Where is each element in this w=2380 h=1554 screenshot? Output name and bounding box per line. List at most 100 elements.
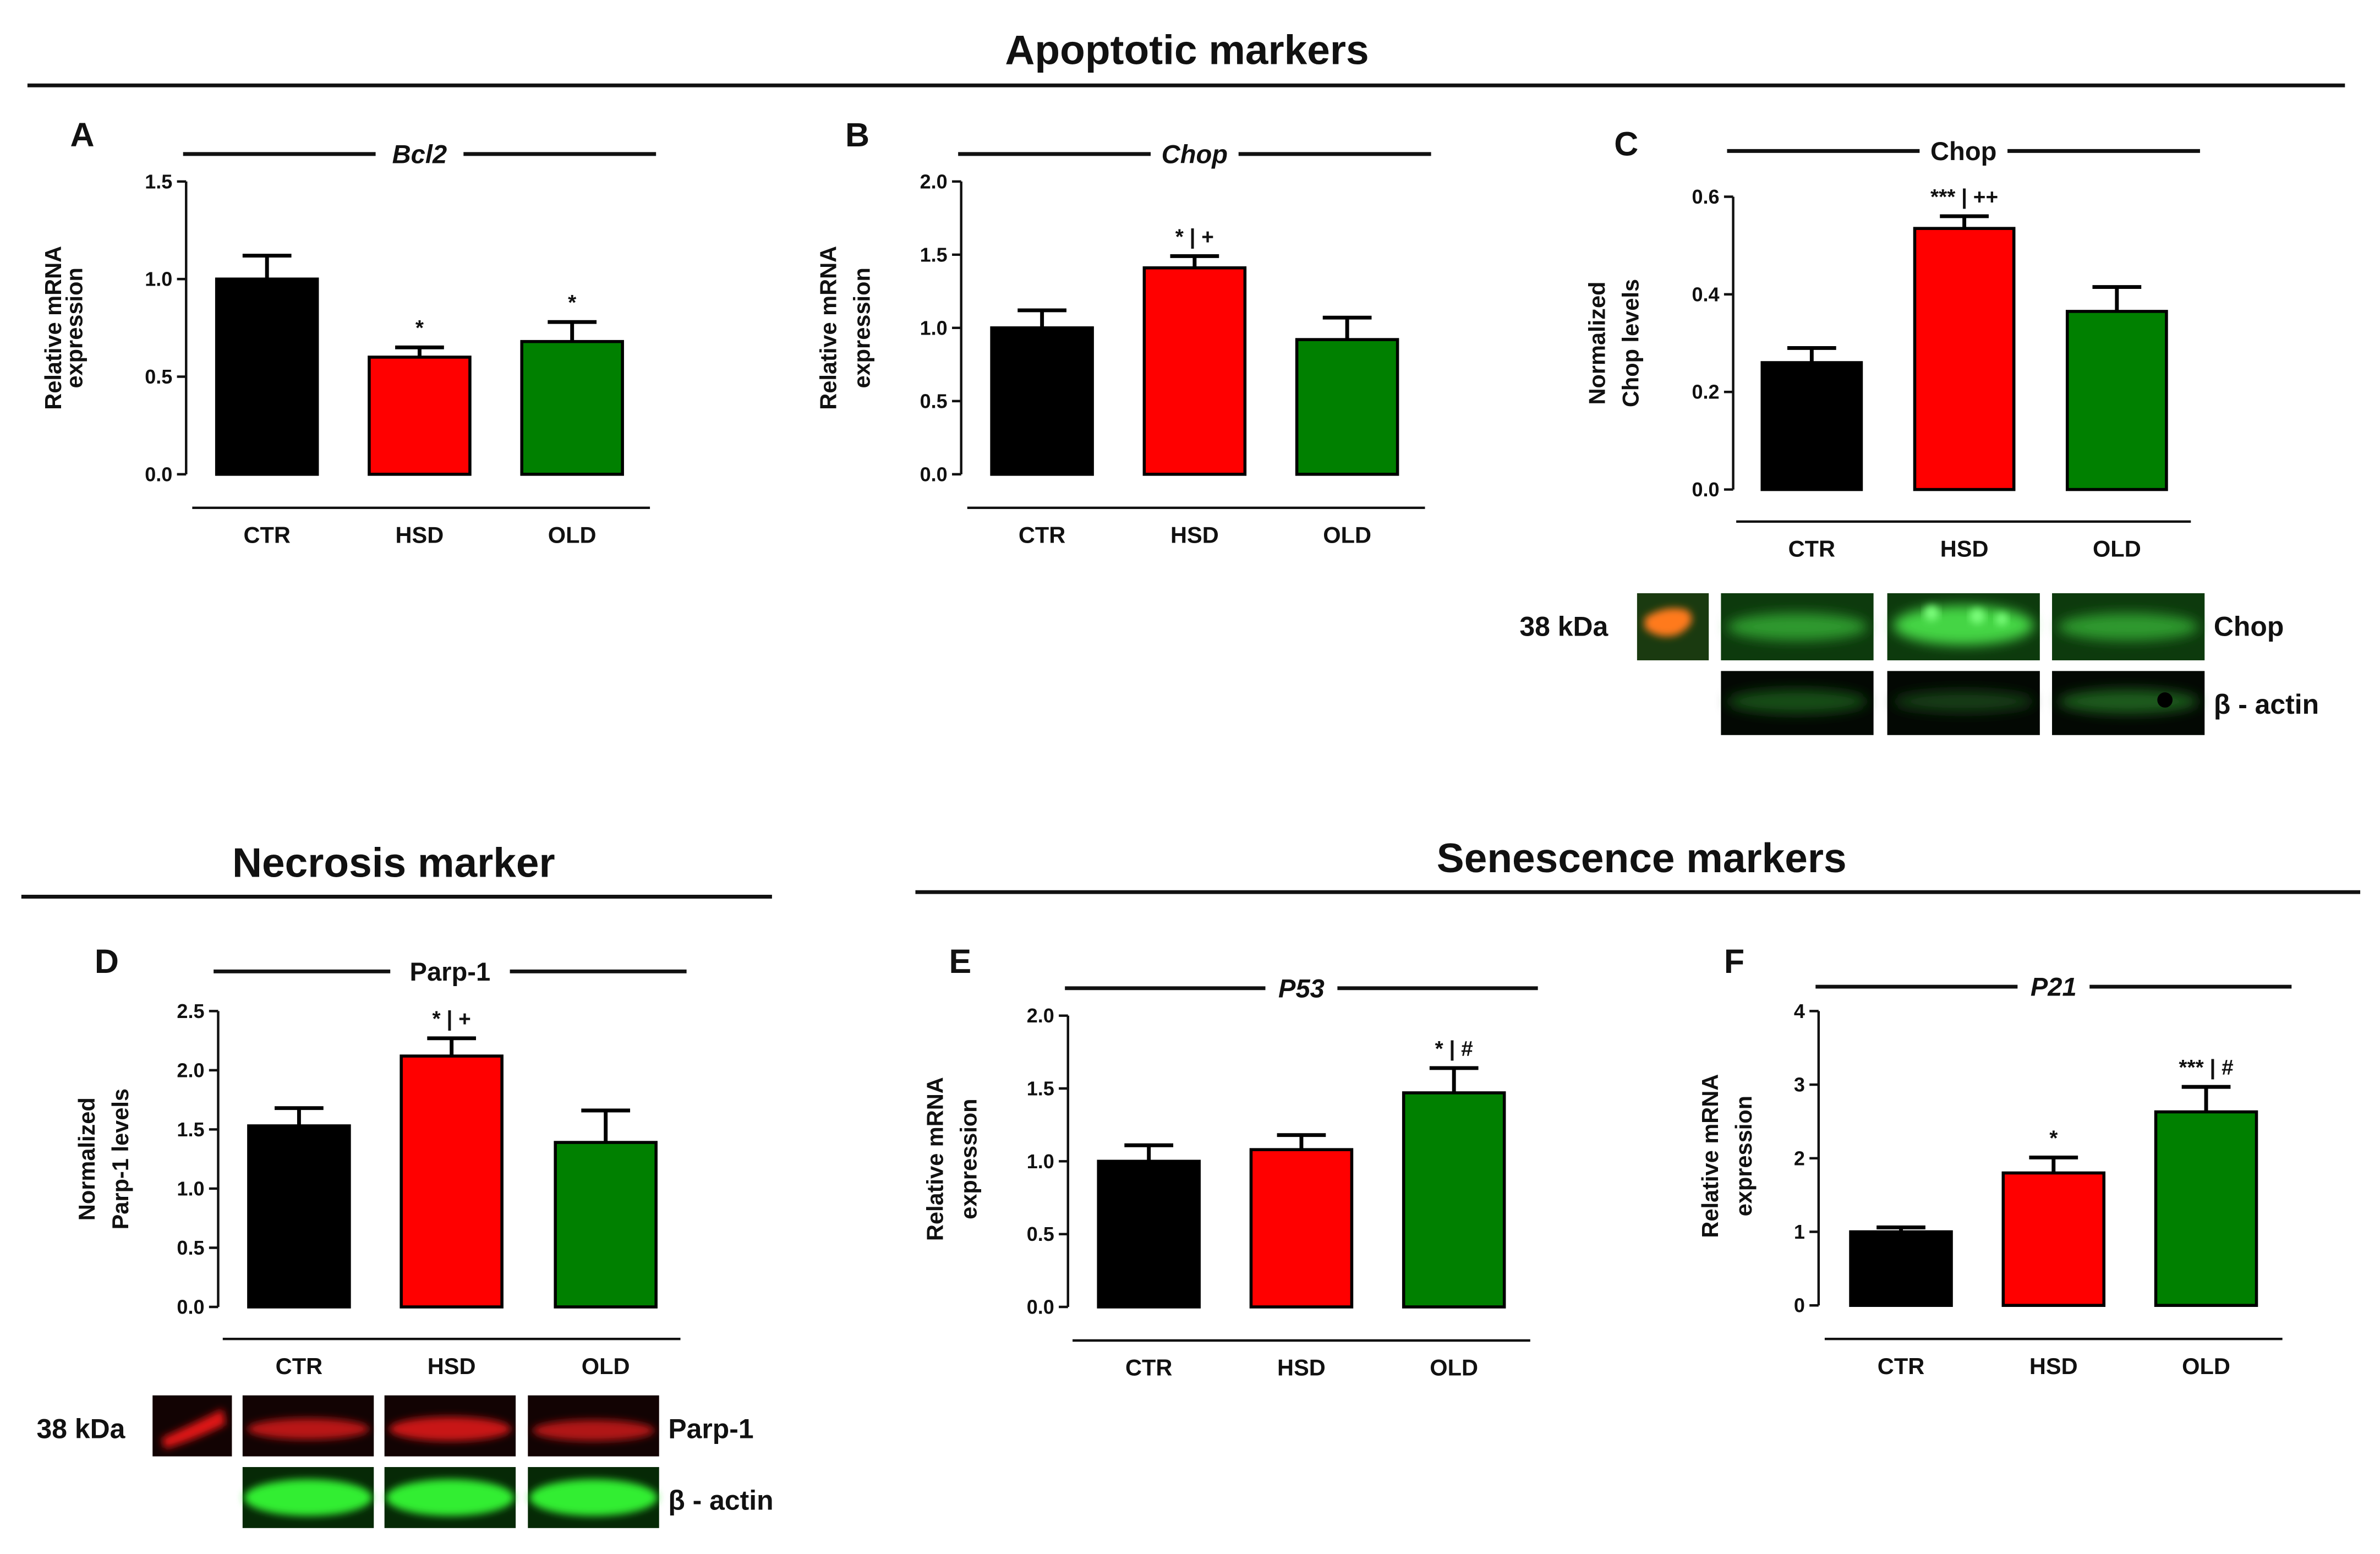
panel-a-ytick-label: 1.5 (145, 170, 172, 193)
panel-d-ytick-label: 2.0 (177, 1059, 204, 1081)
blot-d-marker-lane (152, 1395, 232, 1457)
panel-a-sig-old: * (568, 291, 577, 315)
panel-f-title: P21 (2031, 972, 2077, 1002)
blot-c-actin-lane-ctr (1721, 671, 1874, 735)
blot-d-kda-label: 38 kDa (37, 1413, 126, 1444)
panel-d-xtick-hsd: HSD (428, 1353, 476, 1379)
panel-d-ytick-label: 2.5 (177, 1000, 204, 1022)
blot-c-chop-lane-ctr (1721, 593, 1874, 660)
panel-d-ylabel-line: Parp-1 levels (107, 1088, 133, 1229)
panel-f-ylabel-line: Relative mRNA (1697, 1074, 1723, 1238)
panel-e-ytick-label: 1.0 (1027, 1150, 1054, 1173)
panel-d-bar-old (554, 1141, 658, 1309)
panel-b-ytick-label: 2.0 (920, 170, 948, 193)
panel-c-sig-hsd: *** | ++ (1930, 185, 1998, 209)
panel-f-sig-hsd: * (2049, 1126, 2058, 1150)
blot-c: 38 kDa Chop (1519, 593, 2319, 735)
panel-e-title: P53 (1278, 973, 1325, 1003)
panel-d-ytick-label: 0.0 (177, 1295, 204, 1318)
panel-a-xtick-hsd: HSD (396, 522, 444, 548)
panel-f-bar-old (2154, 1110, 2258, 1307)
panel-a-sig-hsd: * (415, 316, 424, 340)
panel-c-bar-ctr (1760, 361, 1863, 491)
panel-f-xtick-ctr: CTR (1878, 1353, 1924, 1379)
panel-e-ytick-label: 1.5 (1027, 1077, 1054, 1099)
panel-e-ytick-label: 0.5 (1027, 1223, 1054, 1245)
panel-a-title: Bcl2 (392, 140, 447, 169)
panel-f-sig-old: *** | # (2179, 1056, 2233, 1080)
blot-d-parp1-lane-old (528, 1395, 659, 1457)
panel-e-xtick-ctr: CTR (1125, 1355, 1172, 1381)
panel-c-bar-old (2065, 310, 2168, 491)
blot-d-actin-lane-hsd (384, 1467, 516, 1528)
panel-f-bar-hsd (2001, 1171, 2106, 1307)
panel-b-ytick-label: 1.5 (920, 243, 948, 266)
panel-b-ylabel-line: expression (849, 267, 874, 388)
panel-c-ytick-label: 0.6 (1692, 185, 1720, 208)
panel-c-ylabel-line: Chop levels (1618, 279, 1644, 407)
panel-f-ytick-label: 4 (1794, 1000, 1805, 1022)
panel-a-xtick-old: OLD (548, 522, 597, 548)
panel-c-xtick-old: OLD (2093, 536, 2141, 562)
panel-d-sig-hsd: * | + (433, 1008, 471, 1031)
panel-f-ytick-label: 3 (1794, 1074, 1805, 1096)
panel-c-ylabel-line: Normalized (1584, 282, 1610, 405)
panel-f-letter: F (1724, 943, 1744, 980)
panel-b-title: Chop (1162, 140, 1228, 169)
panel-a-ytick-label: 1.0 (145, 268, 172, 291)
blot-d: 38 kDa Parp-1 β - actin (37, 1395, 774, 1528)
panel-a-ylabel-line: Relative mRNA (40, 246, 66, 410)
panel-b-letter: B (845, 116, 869, 154)
panel-a-bar-old (520, 340, 624, 476)
panel-b-xtick-ctr: CTR (1019, 522, 1065, 548)
panel-d-bar-ctr (247, 1124, 351, 1309)
necrosis-header: Necrosis marker (232, 840, 555, 886)
panel-b-ylabel-line: Relative mRNA (815, 246, 841, 410)
panel-c-title: Chop (1930, 136, 1996, 166)
panel-a-bcl2-chart: A Bcl2 0.0 0.5 1.0 1.5 Relative mRNAexpression… (40, 116, 656, 548)
panel-c-xtick-hsd: HSD (1940, 536, 1989, 562)
panel-a-ylabel-line: expression (62, 267, 87, 388)
blot-c-kda-label: 38 kDa (1519, 611, 1608, 642)
blot-d-parp1-lane-hsd (384, 1395, 516, 1457)
panel-f-ytick-label: 0 (1794, 1294, 1805, 1317)
blot-d-parp1-lane-ctr (242, 1395, 374, 1457)
blot-c-actin-lane-hsd (1887, 671, 2040, 735)
panel-f-p21-chart: F P21 0 1 2 3 4 Relative mRNA expression CTR * HSD *… (1697, 943, 2292, 1379)
panel-e-ytick-label: 2.0 (1027, 1004, 1054, 1027)
panel-d-letter: D (95, 943, 119, 980)
panel-e-ytick-label: 0.0 (1027, 1295, 1054, 1318)
panel-e-ylabel-line: expression (955, 1098, 981, 1219)
panel-d-ytick-label: 0.5 (177, 1236, 204, 1259)
panel-d-ylabel-line: Normalized (74, 1097, 100, 1221)
panel-d-xtick-old: OLD (582, 1353, 630, 1379)
panel-d-xtick-ctr: CTR (276, 1353, 322, 1379)
panel-b-ytick-label: 0.5 (920, 390, 948, 412)
blot-c-target-label: Chop (2214, 611, 2284, 642)
panel-f-bar-ctr (1849, 1230, 1953, 1307)
blot-d-target-label: Parp-1 (668, 1413, 753, 1444)
panel-f-ytick-label: 1 (1794, 1221, 1805, 1243)
panel-c-ytick-label: 0.0 (1692, 478, 1720, 501)
panel-b-bar-hsd (1142, 266, 1247, 476)
panel-a-bar-ctr (215, 277, 319, 476)
panel-a-ytick-label: 0.5 (145, 365, 172, 388)
blot-c-loading-label: β - actin (2214, 689, 2319, 720)
panel-e-xtick-hsd: HSD (1277, 1355, 1326, 1381)
panel-f-ytick-label: 2 (1794, 1147, 1805, 1169)
panel-b-bar-ctr (990, 326, 1094, 476)
blot-c-chop-lane-old (2052, 593, 2205, 660)
panel-b-chop-mrna-chart: B Chop 0.0 0.5 1.0 1.5 2.0 Relative mRNA express… (815, 116, 1431, 548)
panel-a-letter: A (70, 116, 95, 154)
panel-c-letter: C (1614, 125, 1638, 163)
panel-d-ytick-label: 1.5 (177, 1118, 204, 1141)
panel-b-bar-old (1295, 338, 1399, 476)
panel-e-sig-old: * | # (1435, 1037, 1473, 1061)
panel-f-xtick-old: OLD (2182, 1353, 2230, 1379)
panel-e-bar-ctr (1097, 1159, 1201, 1309)
panel-b-ytick-label: 1.0 (920, 316, 948, 339)
panel-d-ytick-label: 1.0 (177, 1177, 204, 1200)
panel-c-ytick-label: 0.4 (1692, 283, 1720, 305)
panel-d-bar-hsd (400, 1054, 504, 1309)
panel-b-xtick-hsd: HSD (1170, 522, 1219, 548)
